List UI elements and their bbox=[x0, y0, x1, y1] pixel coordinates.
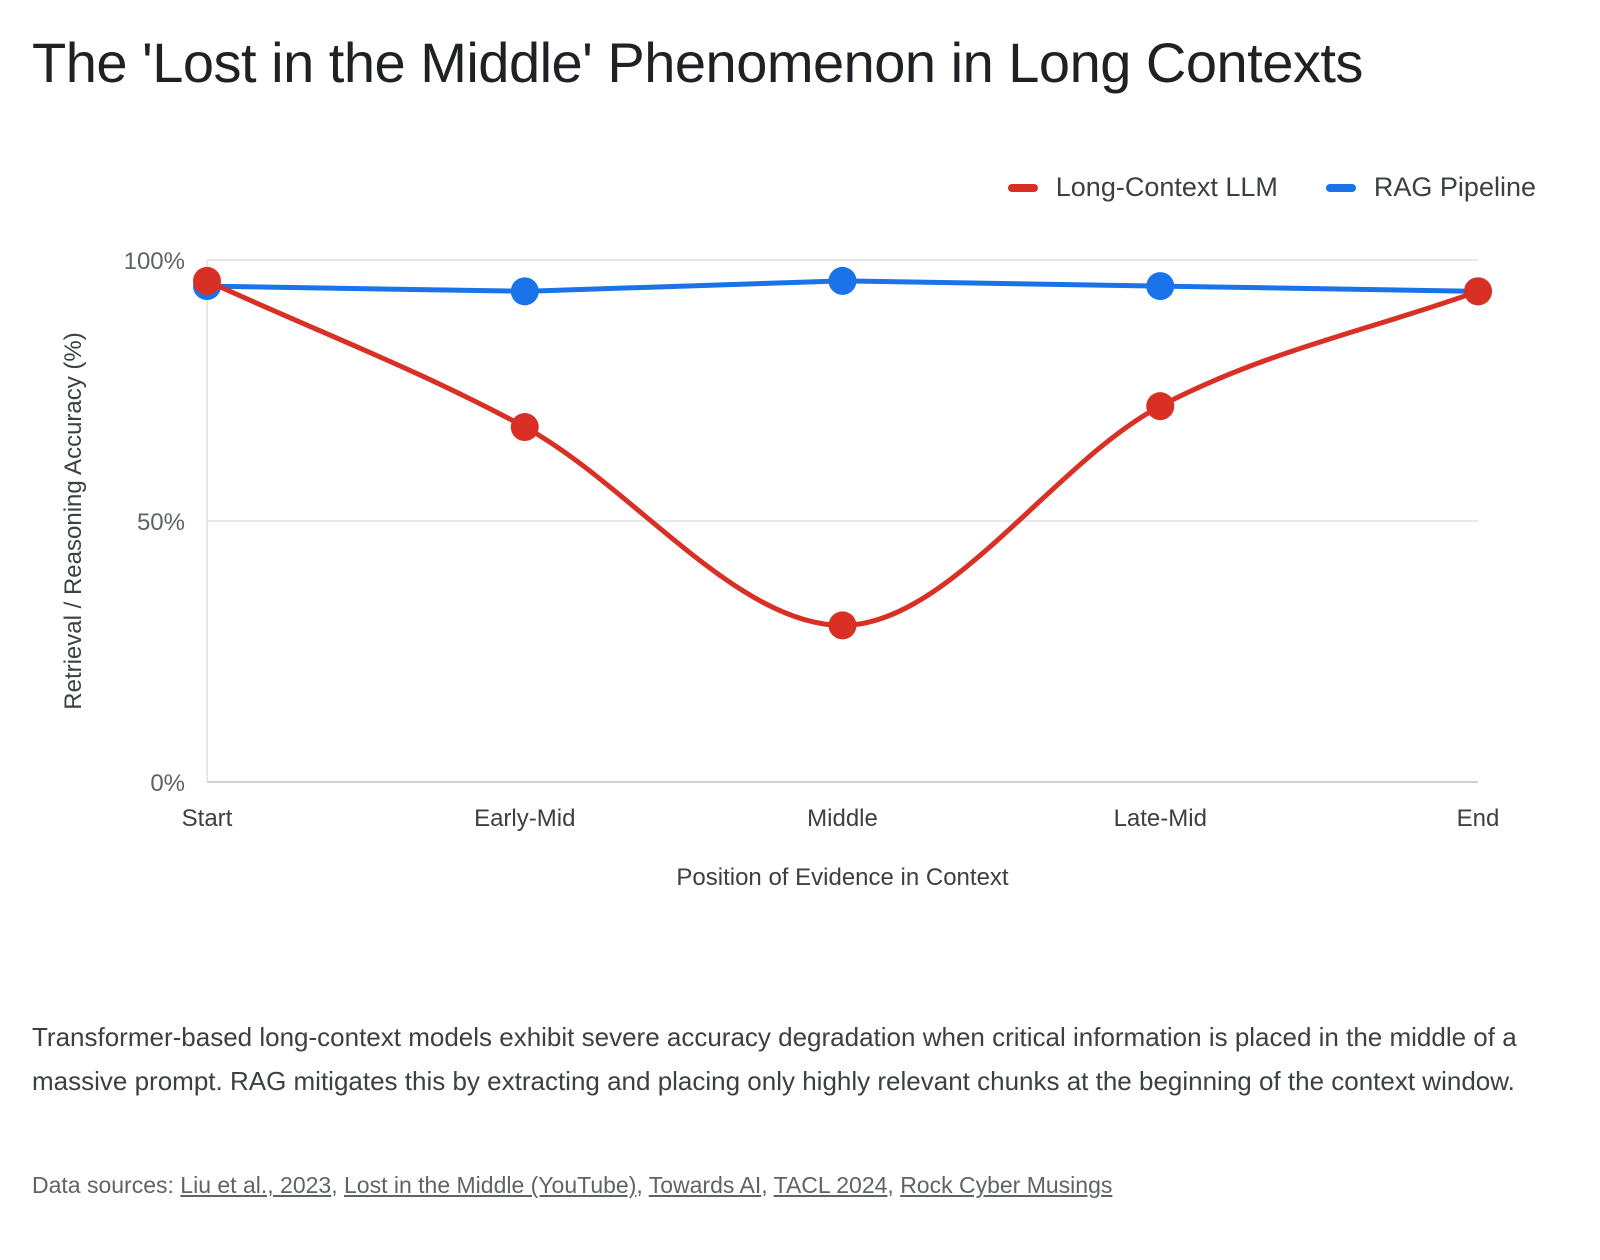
legend-label-long-context: Long-Context LLM bbox=[1055, 172, 1278, 202]
series-line-long-context bbox=[204, 278, 1481, 628]
y-tick-label: 100% bbox=[124, 248, 185, 275]
chart-title: The 'Lost in the Middle' Phenomenon in L… bbox=[32, 31, 1363, 94]
x-axis-title: Position of Evidence in Context bbox=[676, 864, 1009, 891]
x-tick-label: Middle bbox=[807, 805, 878, 832]
data-point-rag-2[interactable] bbox=[828, 266, 857, 295]
data-point-long-context-1[interactable] bbox=[510, 413, 539, 442]
data-sources: Data sources: Liu et al., 2023, Lost in … bbox=[32, 1172, 1113, 1198]
source-link-liu[interactable]: Liu et al., 2023 bbox=[180, 1172, 332, 1198]
source-link-rock-cyber[interactable]: Rock Cyber Musings bbox=[900, 1172, 1113, 1198]
line-chart: 0% 50% 100% Start Early-Mid Middle Late-Mid End… bbox=[60, 248, 1500, 891]
x-tick-label: Late-Mid bbox=[1114, 805, 1207, 832]
x-tick-label: Start bbox=[182, 805, 233, 832]
data-point-long-context-0[interactable] bbox=[193, 266, 221, 295]
data-point-long-context-4[interactable] bbox=[1464, 277, 1492, 306]
data-point-long-context-2[interactable] bbox=[828, 611, 857, 640]
x-tick-label: End bbox=[1457, 805, 1500, 832]
sources-label: Data sources: bbox=[32, 1172, 174, 1198]
legend-item-long-context[interactable]: Long-Context LLM bbox=[1007, 172, 1278, 203]
data-point-rag-1[interactable] bbox=[510, 277, 539, 306]
chart-caption: Transformer-based long-context models ex… bbox=[32, 1022, 1517, 1096]
source-link-towards-ai[interactable]: Towards AI bbox=[648, 1172, 762, 1198]
legend-item-rag[interactable]: RAG Pipeline bbox=[1325, 172, 1536, 203]
data-point-rag-3[interactable] bbox=[1146, 272, 1175, 301]
legend-swatch-long-context bbox=[1007, 183, 1038, 192]
x-tick-label: Early-Mid bbox=[474, 805, 575, 832]
y-axis-title: Retrieval / Reasoning Accuracy (%) bbox=[60, 332, 87, 709]
y-tick-label: 0% bbox=[150, 770, 185, 797]
legend: Long-Context LLM RAG Pipeline bbox=[1007, 172, 1536, 203]
legend-swatch-rag bbox=[1325, 183, 1356, 192]
y-tick-label: 50% bbox=[137, 509, 185, 536]
data-point-long-context-3[interactable] bbox=[1146, 392, 1175, 421]
legend-label-rag: RAG Pipeline bbox=[1373, 172, 1536, 202]
source-link-tacl[interactable]: TACL 2024 bbox=[773, 1172, 888, 1198]
source-link-youtube[interactable]: Lost in the Middle (YouTube) bbox=[343, 1172, 637, 1198]
